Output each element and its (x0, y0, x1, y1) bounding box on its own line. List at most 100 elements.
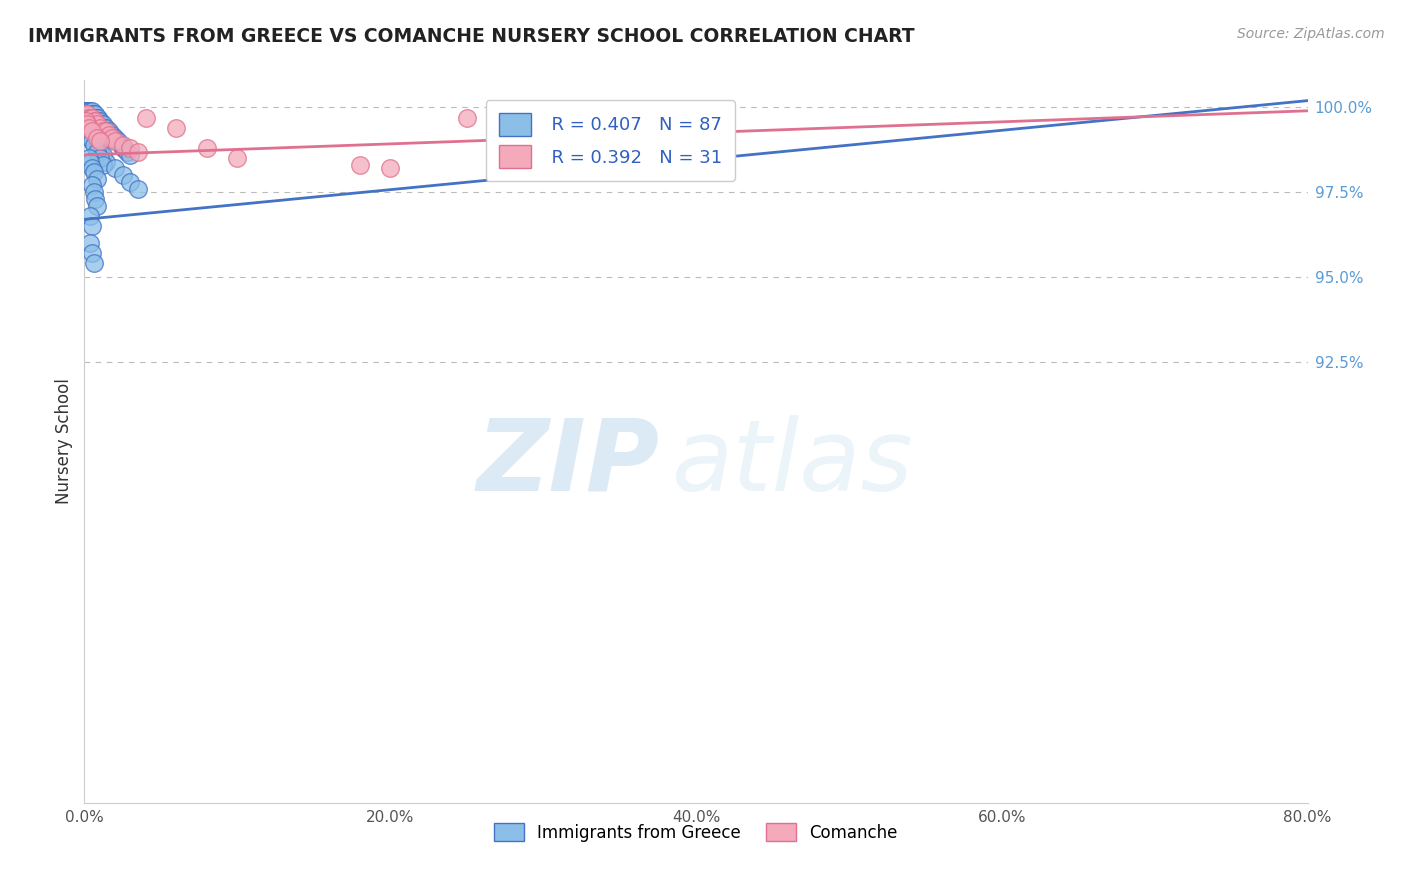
Point (112, 141, 135, 155)
Point (83, 114, 105, 128)
Point (75, 103, 97, 118)
Point (87, 114, 110, 128)
Point (84, 111, 107, 125)
Point (75, 107, 97, 121)
Point (84, 192, 107, 206)
Point (120, 141, 142, 155)
Point (83, 131, 105, 145)
Point (83, 185, 105, 199)
Legend: Immigrants from Greece, Comanche: Immigrants from Greece, Comanche (488, 817, 904, 848)
Point (76, 124, 98, 138)
Point (77, 120, 100, 135)
Point (86, 171, 108, 186)
Point (380, 161, 402, 176)
Y-axis label: Nursery School: Nursery School (55, 378, 73, 505)
Point (79, 154, 101, 169)
Point (77, 107, 100, 121)
Point (80, 246, 103, 260)
Point (94, 154, 117, 169)
Point (97, 124, 120, 138)
Point (104, 161, 127, 176)
Point (89, 120, 111, 135)
Point (79, 107, 101, 121)
Point (77, 128, 100, 142)
Point (89, 151, 111, 165)
Point (80, 134, 103, 148)
Point (94, 120, 117, 135)
Point (79, 111, 101, 125)
Point (76, 107, 98, 121)
Point (111, 141, 134, 155)
Point (83, 256, 105, 270)
Point (127, 145, 149, 159)
Point (86, 117, 108, 131)
Point (77, 120, 100, 135)
Point (111, 168, 134, 182)
Point (75, 107, 97, 121)
Point (80, 124, 103, 138)
Point (87, 111, 110, 125)
Point (97, 128, 120, 142)
Point (349, 158, 371, 172)
Point (89, 134, 111, 148)
Point (83, 107, 105, 121)
Text: Source: ZipAtlas.com: Source: ZipAtlas.com (1237, 27, 1385, 41)
Point (80, 107, 103, 121)
Text: ZIP: ZIP (477, 415, 659, 512)
Point (86, 131, 108, 145)
Point (104, 134, 127, 148)
Point (76, 107, 98, 121)
Point (86, 137, 108, 152)
Point (80, 103, 103, 118)
Point (79, 103, 101, 118)
Point (75, 103, 97, 118)
Point (76, 107, 98, 121)
Point (93, 120, 115, 135)
Point (89, 117, 111, 131)
Point (94, 124, 117, 138)
Point (120, 148, 142, 162)
Point (77, 117, 100, 131)
Point (80, 178, 103, 193)
Point (110, 137, 132, 152)
Point (486, 111, 509, 125)
Point (83, 165, 105, 179)
Point (96, 124, 118, 138)
Point (76, 117, 98, 131)
Point (135, 111, 157, 125)
Point (77, 151, 100, 165)
Point (83, 114, 105, 128)
Point (98, 128, 121, 142)
Point (103, 131, 125, 145)
Text: IMMIGRANTS FROM GREECE VS COMANCHE NURSERY SCHOOL CORRELATION CHART: IMMIGRANTS FROM GREECE VS COMANCHE NURSE… (28, 27, 915, 45)
Point (165, 120, 187, 135)
Point (91, 124, 114, 138)
Point (120, 175, 142, 189)
Point (77, 103, 100, 118)
Point (91, 148, 114, 162)
Point (91, 158, 114, 172)
Point (456, 111, 478, 125)
Point (87, 141, 110, 155)
Point (80, 219, 103, 234)
Point (91, 117, 114, 131)
Point (83, 137, 105, 152)
Point (104, 131, 127, 145)
Point (86, 114, 108, 128)
Point (86, 111, 108, 125)
Point (89, 114, 111, 128)
Point (90, 117, 112, 131)
Point (89, 145, 111, 159)
Point (127, 182, 149, 196)
Point (76, 103, 98, 118)
Point (226, 151, 249, 165)
Point (80, 161, 103, 176)
Point (195, 141, 218, 155)
Point (77, 111, 100, 125)
Point (84, 134, 107, 148)
Point (77, 111, 100, 125)
Point (86, 199, 108, 213)
Point (86, 145, 108, 159)
Point (79, 131, 101, 145)
Point (79, 236, 101, 251)
